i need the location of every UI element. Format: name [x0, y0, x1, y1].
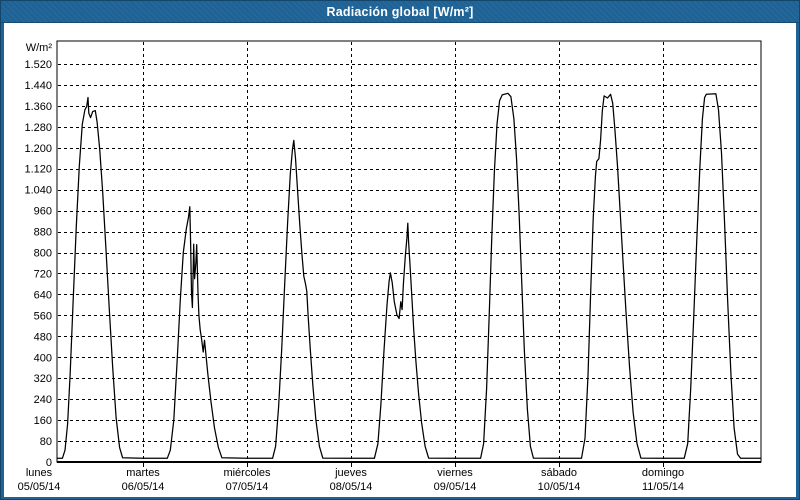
y-tick-label: 1.280	[24, 122, 52, 134]
y-tick-label: 240	[34, 394, 52, 406]
day-date-label: 05/05/14	[18, 481, 61, 493]
day-date-label: 11/05/14	[642, 481, 684, 493]
x-axis-ticks	[143, 463, 664, 467]
y-tick-label: 400	[34, 352, 52, 364]
window-title: Radiación global [W/m²]	[326, 4, 474, 19]
y-axis-unit-label: W/m²	[26, 42, 53, 54]
y-tick-label: 720	[34, 268, 52, 280]
day-date-label: 08/05/14	[330, 481, 373, 493]
day-date-label: 06/05/14	[122, 481, 165, 493]
y-tick-label: 1.120	[24, 164, 52, 176]
y-tick-label: 1.200	[24, 143, 52, 155]
y-tick-label: 0	[46, 457, 52, 469]
y-tick-label: 1.520	[24, 59, 52, 71]
day-name-label: viernes	[437, 467, 473, 479]
x-axis-labels: lunes 05/05/14 martes 06/05/14 miércoles 07/0…	[18, 467, 685, 493]
day-date-label: 10/05/14	[538, 481, 581, 493]
y-tick-label: 880	[34, 227, 52, 239]
day-date-label: 09/05/14	[434, 481, 477, 493]
day-name-label: sábado	[541, 467, 577, 479]
y-tick-label: 960	[34, 206, 52, 218]
day-name-label: jueves	[334, 467, 367, 479]
y-tick-label: 80	[40, 436, 52, 448]
radiation-chart[interactable]: 0 80 160 240 320 400 480 560 640 720 800 880 960 1.04…	[4, 23, 796, 497]
day-name-label: martes	[126, 467, 160, 479]
y-tick-label: 1.040	[24, 185, 52, 197]
y-tick-label: 800	[34, 248, 52, 260]
day-name-label: miércoles	[223, 467, 271, 479]
y-tick-label: 640	[34, 289, 52, 301]
y-axis-labels: 0 80 160 240 320 400 480 560 640 720 800 880 960 1.04…	[24, 42, 52, 469]
y-tick-label: 320	[34, 373, 52, 385]
y-tick-label: 1.360	[24, 101, 52, 113]
day-name-label: lunes	[26, 467, 53, 479]
day-name-label: domingo	[642, 467, 684, 479]
radiation-series-line	[57, 92, 761, 459]
y-tick-label: 160	[34, 415, 52, 427]
window-titlebar[interactable]: Radiación global [W/m²]	[1, 1, 799, 23]
day-date-label: 07/05/14	[226, 481, 269, 493]
chart-container: 0 80 160 240 320 400 480 560 640 720 800 880 960 1.04…	[4, 23, 796, 497]
y-tick-label: 480	[34, 331, 52, 343]
y-tick-label: 1.440	[24, 80, 52, 92]
y-tick-label: 560	[34, 310, 52, 322]
